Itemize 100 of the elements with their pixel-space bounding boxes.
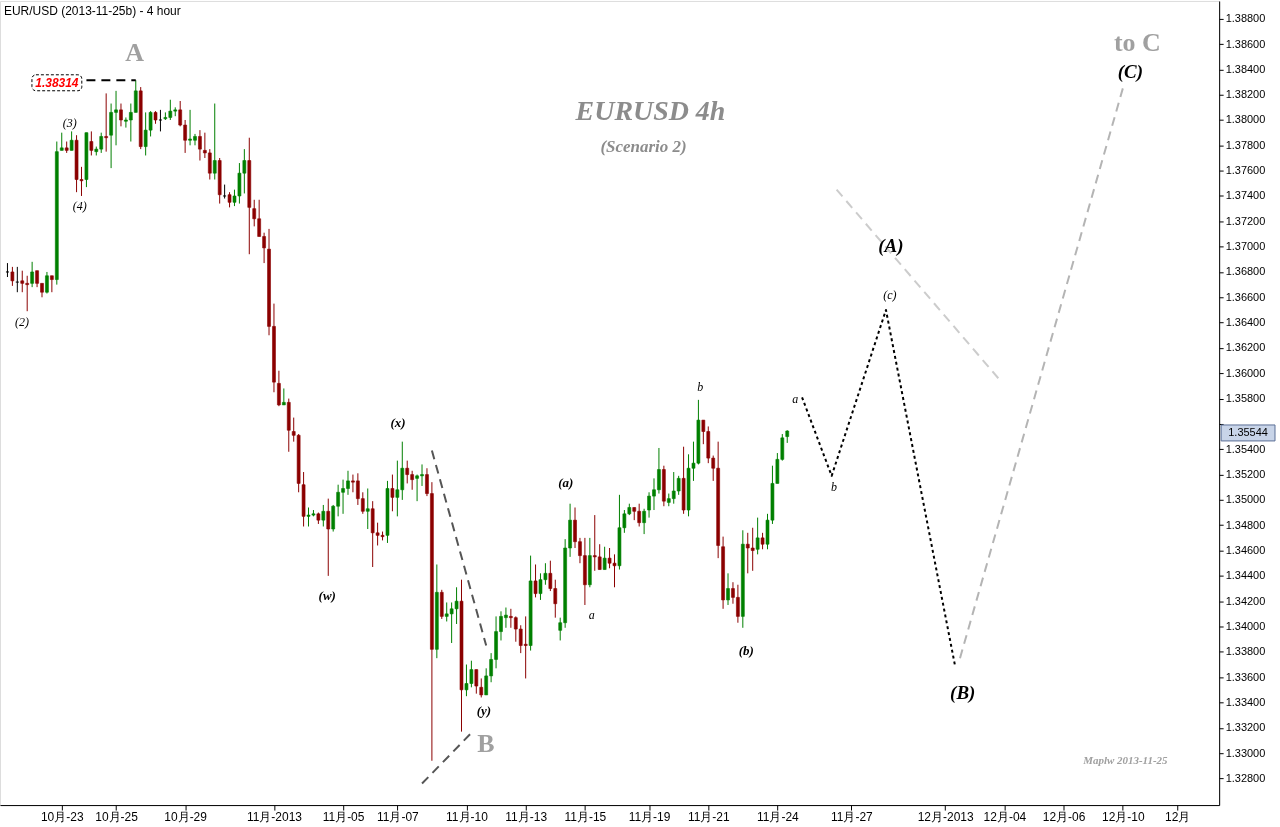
y-tick-label: 1.33400 xyxy=(1225,696,1266,708)
x-tick-label: 11月-15 xyxy=(564,809,607,824)
y-tick-label: 1.33600 xyxy=(1225,670,1266,683)
x-tick-label: 11月-13 xyxy=(505,809,548,824)
x-tick-label: 11月-07 xyxy=(376,809,420,824)
candlestick xyxy=(755,517,760,555)
y-tick-label: 1.34800 xyxy=(1225,518,1266,531)
y-tick-label: 1.33000 xyxy=(1225,746,1266,759)
candlestick xyxy=(642,508,646,535)
y-tick-label: 1.37400 xyxy=(1225,189,1266,202)
candlestick xyxy=(20,270,25,293)
candlestick xyxy=(726,572,730,606)
annotation: 1.38314 xyxy=(35,75,79,90)
x-tick-label: 10月-23 xyxy=(40,809,84,824)
annotation: B xyxy=(477,729,495,759)
annotation: EUR/USD (2013-11-25b) - 4 hour xyxy=(3,3,181,18)
x-tick-label: 12月-10 xyxy=(1102,809,1145,824)
x-tick-label: 11月-10 xyxy=(446,809,489,824)
candlestick xyxy=(602,546,607,571)
candlestick xyxy=(89,130,94,156)
y-tick-label: 1.36800 xyxy=(1225,265,1266,278)
candlestick xyxy=(479,677,484,698)
annotation: (x) xyxy=(390,414,406,430)
y-tick-label: 1.36000 xyxy=(1225,366,1266,379)
annotation: to C xyxy=(1113,27,1161,57)
x-tick-label: 12月 xyxy=(1164,809,1191,824)
y-tick-label: 1.38800 xyxy=(1225,12,1266,25)
annotation: (C) xyxy=(1117,60,1143,83)
y-tick-label: 1.36400 xyxy=(1225,316,1266,329)
annotation: a xyxy=(792,392,799,407)
y-tick-label: 1.34400 xyxy=(1225,569,1266,582)
y-tick-label: 1.36200 xyxy=(1225,341,1266,354)
annotation: (w) xyxy=(318,587,336,603)
annotation: (b) xyxy=(738,643,754,659)
y-tick-label: 1.32800 xyxy=(1225,771,1266,784)
candlestick xyxy=(15,266,20,293)
y-tick-label: 1.34200 xyxy=(1225,594,1266,607)
x-tick-label: 11月-27 xyxy=(831,809,874,824)
candlestick xyxy=(597,543,602,571)
y-tick-label: 1.38400 xyxy=(1225,62,1266,75)
candlestick xyxy=(523,615,528,679)
candlestick xyxy=(10,266,15,287)
x-tick-label: 11月-21 xyxy=(687,809,730,824)
annotation: (3) xyxy=(62,115,77,130)
x-tick-label: 11月-05 xyxy=(322,809,365,824)
candlestick xyxy=(405,460,410,484)
annotation: (a) xyxy=(558,474,574,490)
annotation: (4) xyxy=(72,199,87,214)
y-tick-label: 1.37200 xyxy=(1225,214,1266,227)
annotation: (B) xyxy=(950,682,976,705)
candlestick xyxy=(395,460,400,517)
candlestick xyxy=(750,527,755,572)
annotation: b xyxy=(697,380,704,395)
candlestick xyxy=(69,130,74,151)
y-tick-label: 1.33200 xyxy=(1225,721,1266,734)
candlestick xyxy=(119,103,123,127)
x-tick-label: 12月-2013 xyxy=(917,809,974,824)
y-tick-label: 1.37800 xyxy=(1225,138,1266,151)
candlestick xyxy=(326,498,331,577)
candlestick xyxy=(533,563,538,598)
line-series xyxy=(801,308,957,667)
x-tick-label: 11月-19 xyxy=(628,809,671,824)
annotation: (c) xyxy=(883,288,897,303)
y-tick-label: 1.35400 xyxy=(1225,442,1266,455)
candlestick xyxy=(158,109,163,132)
candlestick xyxy=(676,475,681,496)
x-tick-label: 11月-24 xyxy=(757,809,800,824)
y-tick-label: 1.38200 xyxy=(1225,88,1266,101)
candlestick xyxy=(104,92,108,153)
y-tick-label: 1.38000 xyxy=(1225,113,1266,126)
x-tick-label: 11月-2013 xyxy=(246,809,303,824)
y-tick-label: 1.37000 xyxy=(1225,240,1266,253)
candlestick xyxy=(50,275,54,293)
annotation: b xyxy=(831,479,838,494)
x-tick-label: 12月-06 xyxy=(1042,809,1086,824)
x-tick-label: 12月-04 xyxy=(983,809,1027,824)
y-tick-label: 1.33800 xyxy=(1225,645,1266,658)
y-tick-label: 1.37600 xyxy=(1225,164,1266,177)
text: 1.35544 xyxy=(1228,425,1268,438)
x-tick-label: 10月-25 xyxy=(95,809,139,824)
candlestick xyxy=(365,488,370,530)
y-tick-label: 1.34000 xyxy=(1225,620,1266,633)
annotation: a xyxy=(588,607,595,622)
y-tick-label: 1.35200 xyxy=(1225,468,1266,481)
candlestick xyxy=(277,370,281,407)
y-tick-label: 1.35800 xyxy=(1225,392,1266,405)
candlestick xyxy=(474,669,479,695)
annotation: (2) xyxy=(14,315,29,330)
text: (Scenario 2) xyxy=(600,136,687,156)
y-tick-label: 1.34600 xyxy=(1225,544,1266,557)
candlestick xyxy=(198,129,202,162)
candlestick xyxy=(321,504,326,527)
text: EURUSD 4h xyxy=(574,94,726,126)
x-tick-label: 10月-29 xyxy=(164,809,208,824)
y-tick-label: 1.35000 xyxy=(1225,493,1266,506)
annotation: (A) xyxy=(878,235,904,258)
annotation: (y) xyxy=(476,703,492,719)
candlestick xyxy=(212,103,217,181)
annotation: A xyxy=(125,37,145,67)
candlestick xyxy=(30,261,34,288)
